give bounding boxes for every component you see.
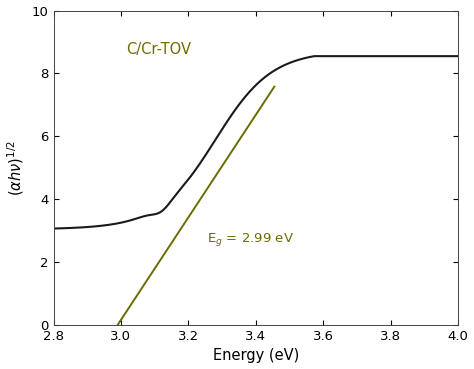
X-axis label: Energy (eV): Energy (eV) bbox=[213, 348, 299, 363]
Text: E$_g$ = 2.99 eV: E$_g$ = 2.99 eV bbox=[207, 231, 294, 248]
Text: C/Cr-TOV: C/Cr-TOV bbox=[127, 42, 191, 57]
Y-axis label: $(\alpha h\nu)^{1/2}$: $(\alpha h\nu)^{1/2}$ bbox=[6, 140, 26, 196]
